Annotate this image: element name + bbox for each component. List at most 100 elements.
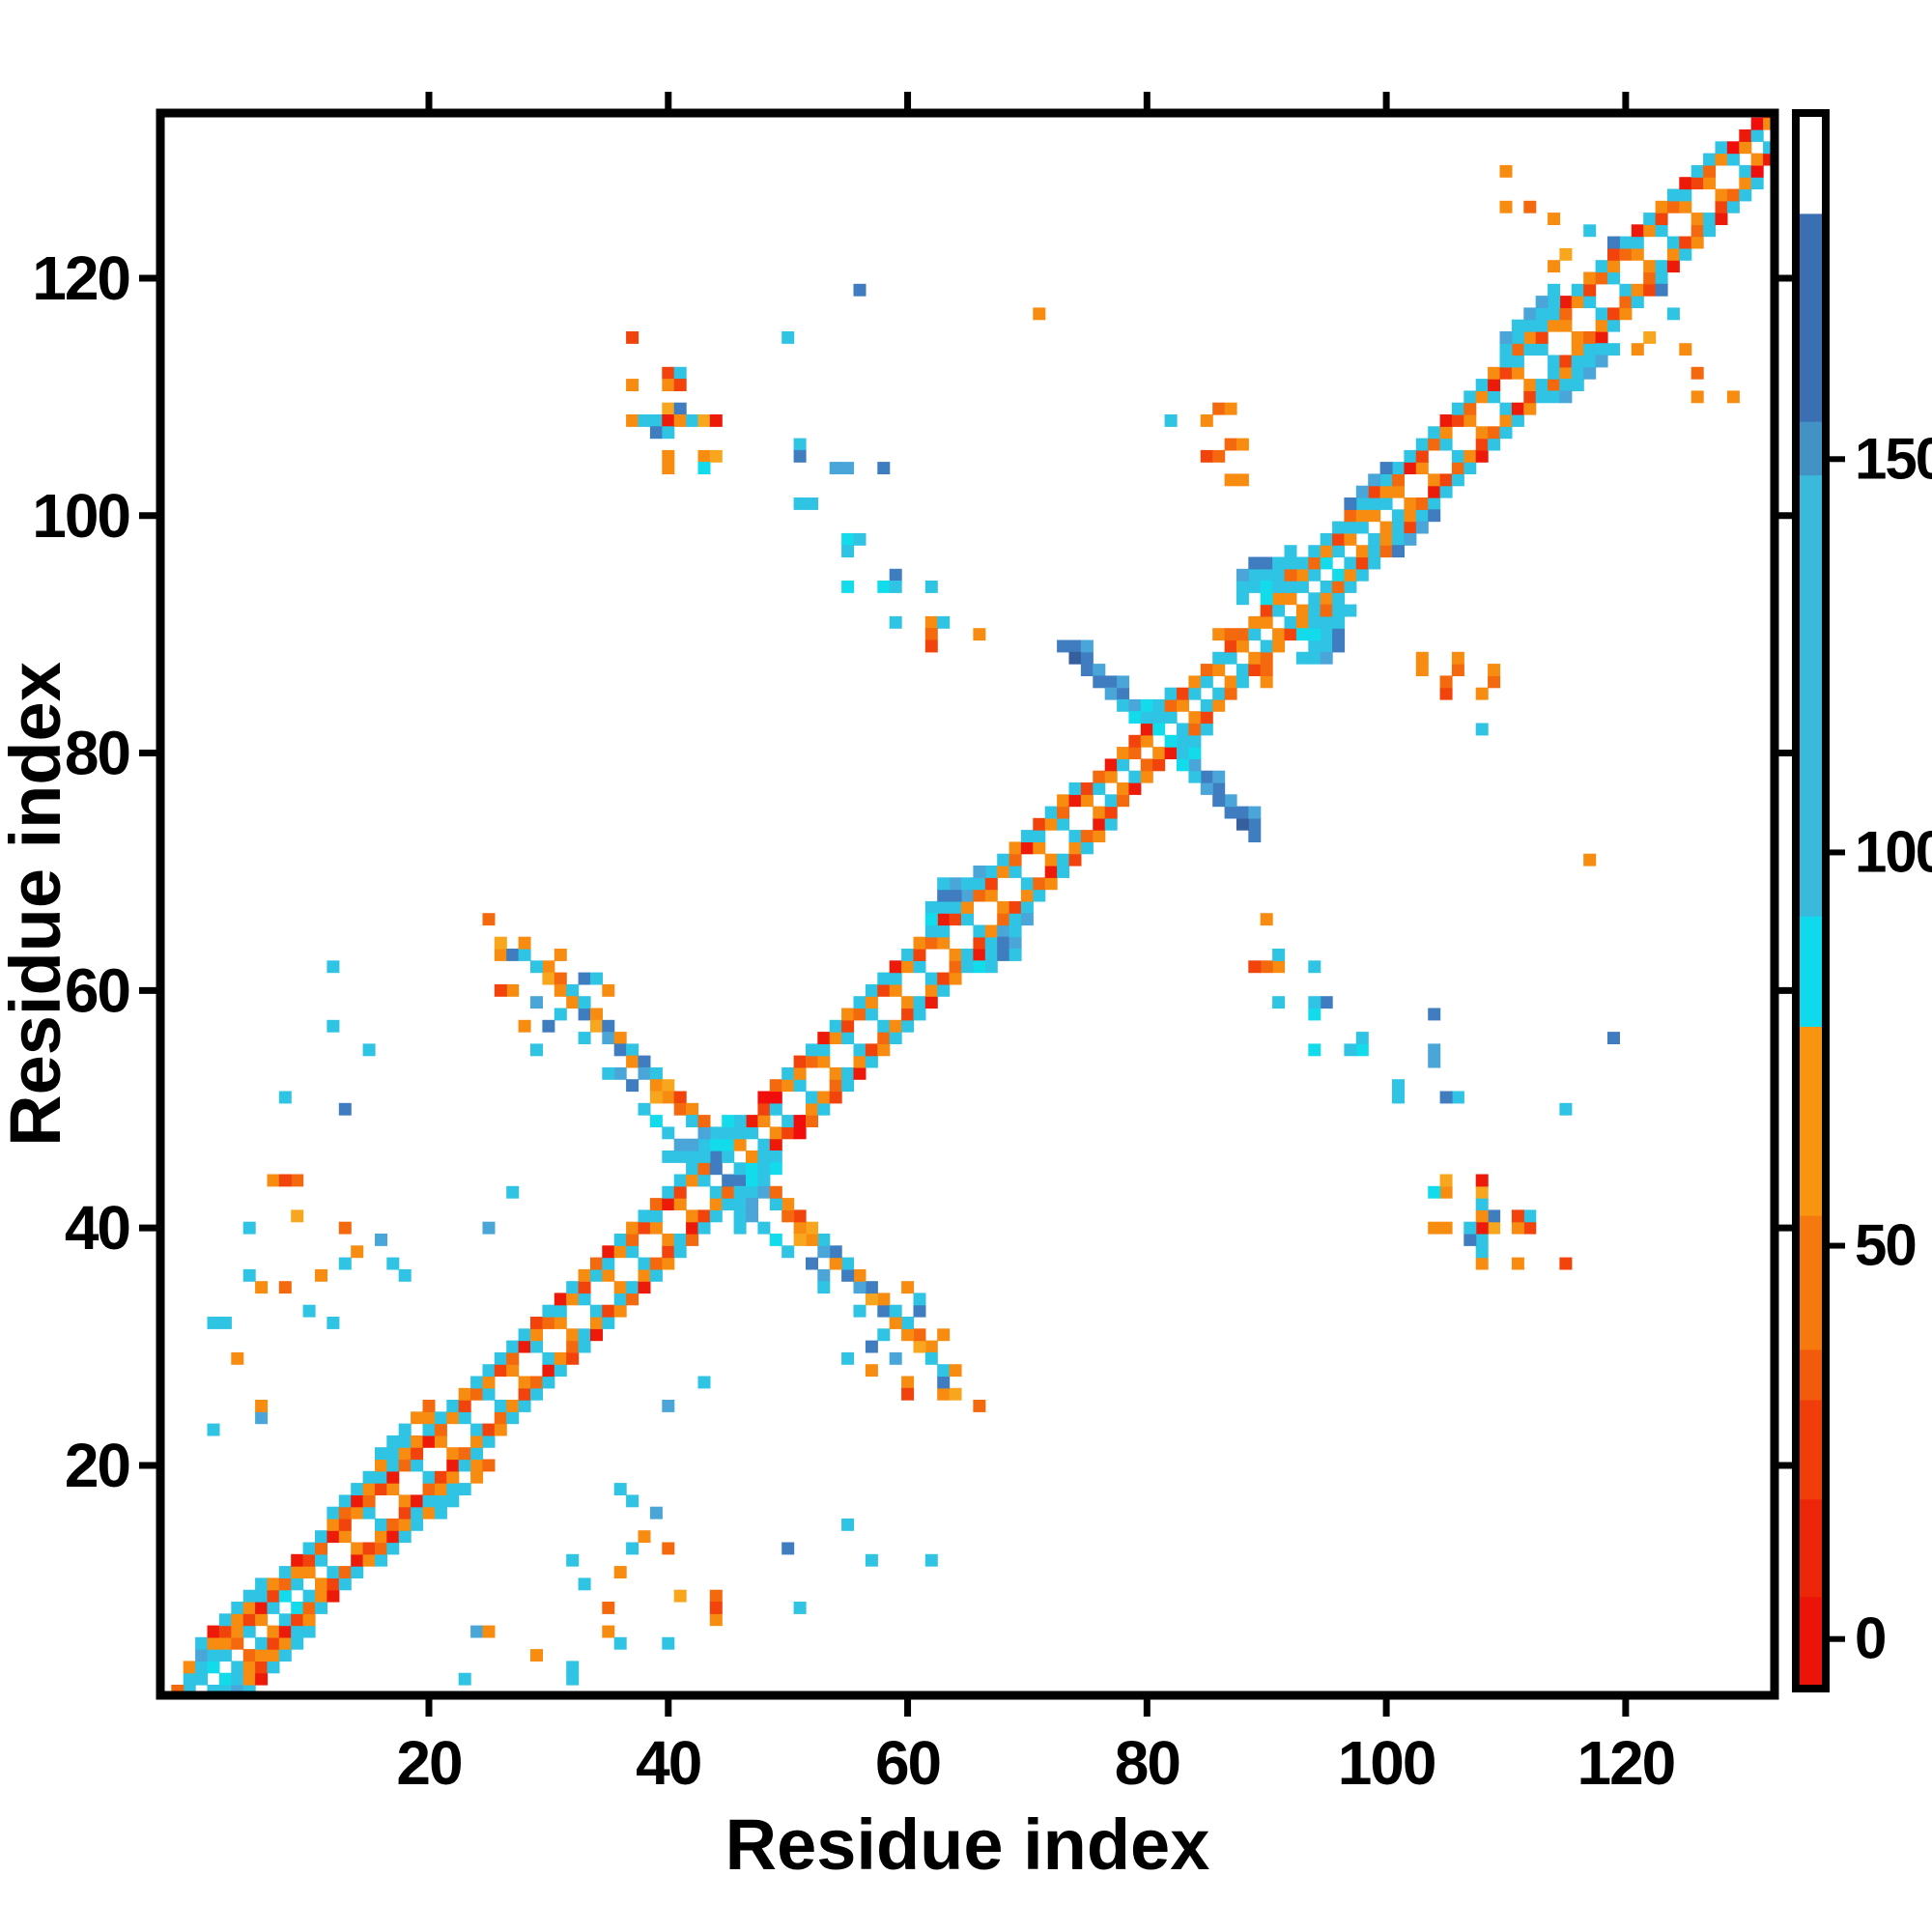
contact-cell (1344, 568, 1357, 582)
contact-cell (458, 1411, 471, 1425)
contact-cell (865, 983, 878, 997)
contact-cell (1607, 271, 1620, 285)
contact-cell (1068, 639, 1082, 653)
contact-cell (1152, 698, 1166, 712)
contact-cell (470, 1447, 484, 1461)
contact-cell (889, 983, 902, 997)
contact-cell (1655, 224, 1668, 238)
contact-cell (1463, 449, 1477, 463)
contact-cell (901, 949, 915, 961)
contact-cell (613, 1245, 627, 1259)
contact-cell (806, 1091, 818, 1104)
contact-cell (746, 1209, 758, 1223)
contact-cell (554, 1364, 567, 1378)
contact-cell (231, 1351, 244, 1365)
contact-cell (746, 1115, 758, 1127)
contact-cell (1428, 1043, 1441, 1057)
contact-cell (1548, 260, 1561, 273)
contact-cell (757, 1115, 771, 1127)
contact-cell (1009, 841, 1022, 855)
contact-cell (1057, 817, 1070, 831)
contact-cell (686, 414, 699, 427)
contact-cell (961, 877, 974, 891)
contact-cell (218, 1317, 232, 1329)
contact-cell (973, 877, 986, 891)
contact-cell (973, 866, 986, 878)
contact-cell (1750, 153, 1764, 166)
contact-cell (494, 1400, 507, 1412)
contact-cell (984, 949, 998, 961)
contact-cell (1128, 734, 1142, 748)
contact-cell (278, 1589, 292, 1603)
contact-cell (1739, 177, 1752, 190)
contact-cell (1739, 141, 1752, 155)
contact-cell (422, 1494, 436, 1508)
contact-cell (877, 1032, 891, 1044)
contact-cell (613, 1234, 627, 1246)
contact-cell (1475, 1221, 1489, 1235)
contact-cell (889, 1304, 902, 1318)
contact-cell (829, 1245, 842, 1259)
contact-cell (1308, 615, 1321, 629)
contact-cell (315, 1553, 327, 1567)
contact-cell (1548, 355, 1561, 368)
contact-cell (1284, 556, 1297, 570)
contact-cell (207, 1649, 220, 1662)
contact-cell (278, 1649, 292, 1662)
contact-cell (1463, 462, 1477, 474)
contact-cell (1583, 853, 1597, 867)
contact-cell (1499, 426, 1513, 440)
contact-cell (1583, 296, 1597, 308)
contact-cell (1583, 271, 1597, 285)
contact-cell (446, 1459, 460, 1472)
contact-cell (937, 877, 951, 891)
contact-cell (602, 1066, 615, 1080)
contact-cell (1033, 830, 1046, 842)
contact-cell (267, 1636, 280, 1650)
contact-cell (924, 1553, 938, 1567)
contact-cell (877, 983, 891, 997)
contact-cell (1559, 1257, 1573, 1270)
contact-cell (566, 1553, 580, 1567)
contact-cell (662, 462, 675, 474)
contact-cell (924, 913, 938, 926)
contact-cell (1093, 830, 1106, 842)
contact-cell (1260, 675, 1273, 689)
contact-cell (806, 1102, 818, 1116)
contact-cell (291, 1613, 304, 1627)
x-tick-label: 60 (875, 1728, 940, 1798)
contact-cell (1488, 1221, 1501, 1235)
contact-cell (518, 1340, 531, 1353)
contact-cell (338, 1530, 352, 1544)
contact-cell (709, 449, 723, 463)
contact-cell (1044, 806, 1058, 819)
contact-cell (1260, 913, 1273, 926)
contact-cell (291, 1636, 304, 1650)
contact-cell (422, 1470, 436, 1484)
contact-cell (1284, 545, 1297, 558)
contact-cell (1344, 556, 1357, 570)
contact-cell (1200, 449, 1213, 463)
colorbar-tick-label: 50 (1855, 1213, 1916, 1278)
contact-cell (793, 1126, 807, 1140)
contact-cell (351, 1245, 364, 1259)
contact-cell (207, 1661, 220, 1674)
contact-cell (1726, 188, 1740, 202)
contact-cell (554, 983, 567, 997)
contact-cell (1379, 497, 1393, 510)
contact-cell (351, 1553, 364, 1567)
contact-cell (1583, 331, 1597, 344)
contact-cell (1152, 711, 1166, 724)
contact-cell (649, 1221, 663, 1235)
contact-cell (1475, 1245, 1489, 1259)
contact-cell (1439, 485, 1453, 498)
contact-cell (1104, 817, 1118, 831)
contact-cell (662, 1185, 675, 1199)
contact-cell (924, 639, 938, 653)
contact-cell (291, 1566, 304, 1578)
contact-cell (602, 1245, 615, 1259)
contact-cell (1655, 260, 1668, 273)
contact-cell (1415, 497, 1429, 510)
contact-cell (1368, 485, 1381, 498)
contact-cell (1703, 224, 1717, 238)
